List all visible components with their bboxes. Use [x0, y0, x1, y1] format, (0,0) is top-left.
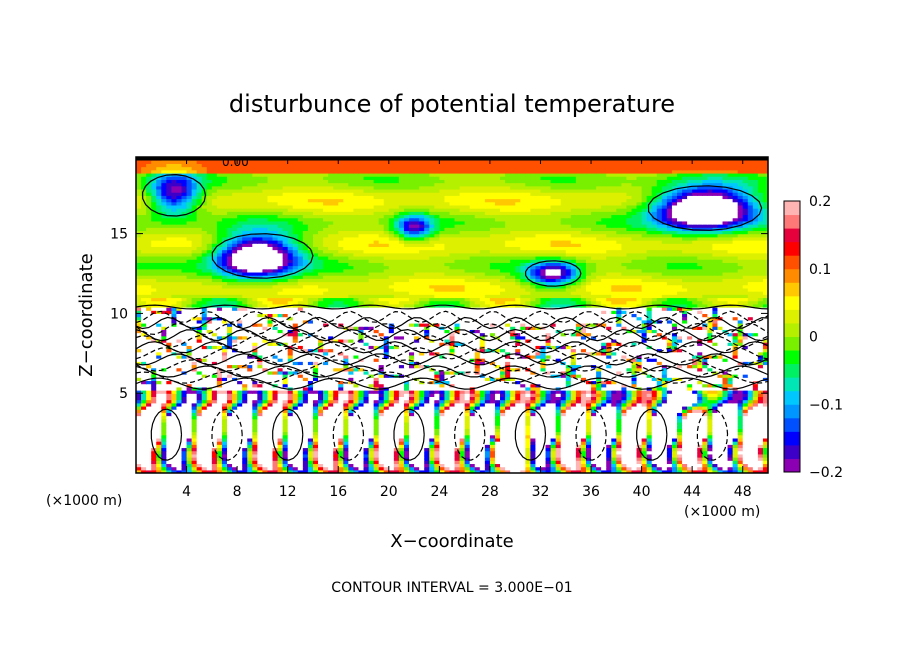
chart-title: disturbunce of potential temperature — [229, 90, 675, 118]
